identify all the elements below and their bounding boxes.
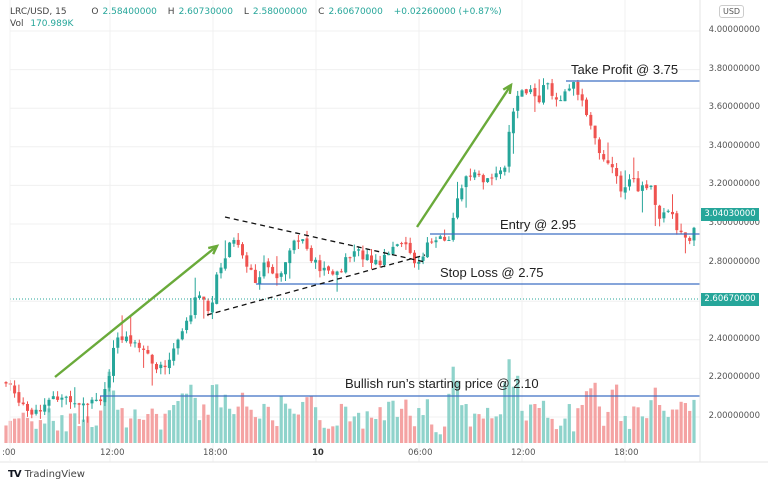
time-axis-label: :00 bbox=[2, 448, 16, 458]
trend-arrow-2 bbox=[415, 84, 513, 228]
volume-value: 170.989K bbox=[30, 19, 74, 29]
trend-arrow-1 bbox=[54, 245, 218, 378]
high-value: 2.60730000 bbox=[178, 7, 233, 17]
take-profit-label: Take Profit @ 3.75 bbox=[571, 62, 679, 77]
volume-bars bbox=[4, 359, 696, 443]
price-axis-label: 3.20000000 bbox=[708, 179, 760, 190]
current-price-tag: 2.60670000 bbox=[701, 293, 759, 306]
volume-label: Vol bbox=[10, 19, 24, 29]
triangle-lower bbox=[206, 254, 426, 316]
low-value: 2.58000000 bbox=[252, 7, 308, 17]
price-axis-label: 2.40000000 bbox=[708, 333, 760, 344]
price-candles bbox=[4, 78, 696, 424]
trend-arrow-1-head bbox=[207, 244, 220, 255]
open-value: 2.58400000 bbox=[102, 7, 157, 17]
change-value: +0.02260000 (+0.87%) bbox=[393, 7, 502, 17]
time-axis-label: 12:00 bbox=[511, 448, 536, 458]
close-value: 2.60670000 bbox=[328, 7, 383, 17]
triangle-upper bbox=[224, 216, 426, 263]
last-price-tag: 3.04030000 bbox=[701, 208, 759, 221]
currency-button[interactable]: USD bbox=[719, 5, 745, 18]
drawing-overlays bbox=[10, 80, 700, 397]
price-axis-label: 3.40000000 bbox=[708, 140, 760, 151]
time-axis-label: 10 bbox=[312, 448, 324, 458]
price-axis-label: 2.20000000 bbox=[708, 372, 760, 383]
price-axis-label: 2.80000000 bbox=[708, 256, 760, 267]
tradingview-brand[interactable]: TV TradingView bbox=[8, 469, 85, 480]
tradingview-logo-icon: TV bbox=[8, 469, 22, 480]
low-label: L bbox=[243, 7, 249, 17]
price-axis-label: 3.60000000 bbox=[708, 102, 760, 113]
price-axis-label: 4.00000000 bbox=[708, 25, 760, 35]
ohlc-legend: LRC/USD, 15 O 2.58400000 H 2.60730000 L 2.5… bbox=[10, 6, 506, 30]
close-label: C bbox=[318, 7, 325, 17]
bullish-start-label: Bullish run’s starting price @ 2.10 bbox=[345, 376, 539, 391]
high-label: H bbox=[167, 7, 175, 17]
time-axis-label: 06:00 bbox=[408, 448, 433, 458]
time-axis-label: 18:00 bbox=[614, 448, 639, 458]
open-label: O bbox=[91, 7, 99, 17]
symbol-label[interactable]: LRC/USD, 15 bbox=[10, 7, 67, 17]
stop-loss-label: Stop Loss @ 2.75 bbox=[440, 265, 544, 280]
trend-arrow-2-head bbox=[502, 82, 513, 95]
time-axis-label: 18:00 bbox=[203, 448, 228, 458]
time-axis-label: 12:00 bbox=[100, 448, 125, 458]
brand-name: TradingView bbox=[24, 469, 85, 480]
entry-label: Entry @ 2.95 bbox=[500, 217, 577, 232]
price-axis-label: 3.80000000 bbox=[708, 63, 760, 74]
price-axis-label: 2.00000000 bbox=[708, 411, 760, 421]
price-axis-label: 3.00000000 bbox=[708, 218, 760, 228]
